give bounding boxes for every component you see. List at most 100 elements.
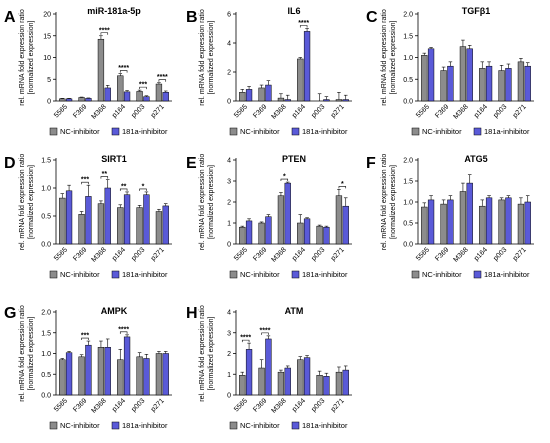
bar-nc-inhibitor	[517, 203, 525, 245]
y-tick-label: 0	[227, 99, 231, 106]
x-tick-label: p003	[310, 397, 326, 413]
x-tick-label: F369	[434, 246, 450, 262]
bar-nc-inhibitor	[459, 191, 467, 245]
y-axis-label: rel. mRNA fold expression ratio	[19, 305, 26, 402]
y-tick-label: 1.5	[41, 330, 51, 337]
y-tick-label: 0.5	[41, 372, 51, 379]
significance-bracket	[338, 186, 347, 189]
panel-e: E PTEN rel. mRNA fold expression ratio [nor…	[186, 154, 352, 279]
legend-swatch-181a	[291, 421, 300, 430]
bar-nc-inhibitor	[239, 226, 246, 245]
significance-label: ***	[139, 82, 147, 89]
legend-swatch-181a	[111, 421, 120, 430]
x-tick-label: 5565	[53, 397, 69, 413]
bar-nc-inhibitor	[136, 207, 143, 245]
bar-181a-inhibitor	[323, 99, 330, 102]
bar-nc-inhibitor	[297, 58, 304, 102]
bar-181a-inhibitor	[505, 68, 512, 102]
significance-label: ****	[118, 326, 129, 333]
bar-181a-inhibitor	[65, 352, 73, 396]
x-tick-label: 5565	[53, 246, 69, 262]
legend-swatch-181a	[291, 127, 300, 136]
bar-181a-inhibitor	[265, 338, 272, 396]
significance-label: ****	[99, 27, 110, 34]
y-tick-label: 1	[227, 372, 231, 379]
y-tick-label: 1	[227, 221, 231, 228]
bar-181a-inhibitor	[85, 344, 92, 396]
x-tick-label: 5565	[233, 246, 249, 262]
y-axis-label-units: [normalized expression]	[208, 316, 215, 390]
bar-181a-inhibitor	[245, 89, 253, 102]
chart-title: ATG5	[464, 154, 487, 164]
x-tick-label: p003	[310, 246, 326, 262]
bar-181a-inhibitor	[104, 187, 111, 245]
bar-nc-inhibitor	[479, 205, 486, 245]
y-tick-label: 1.0	[41, 186, 51, 193]
legend-label-nc: NC-inhibitor	[60, 270, 100, 279]
legend-swatch-nc	[229, 270, 238, 279]
x-tick-label: M368	[270, 397, 287, 414]
bar-181a-inhibitor	[466, 48, 473, 102]
x-tick-label: p271	[330, 246, 346, 262]
y-tick-label: 0	[227, 242, 231, 249]
y-tick-label: 1.5	[41, 158, 51, 165]
bar-nc-inhibitor	[277, 97, 285, 102]
bar-181a-inhibitor	[427, 199, 435, 245]
significance-bracket	[81, 337, 89, 341]
bar-nc-inhibitor	[78, 356, 85, 396]
bar-nc-inhibitor	[440, 203, 447, 245]
bar-181a-inhibitor	[342, 205, 349, 245]
chart-title: PTEN	[282, 154, 306, 164]
legend-label-181a: 181a-inhibitor	[484, 270, 530, 279]
bar-nc-inhibitor	[421, 55, 428, 102]
bar-181a-inhibitor	[123, 336, 131, 396]
bar-181a-inhibitor	[485, 65, 493, 102]
bar-nc-inhibitor	[136, 91, 143, 102]
x-tick-label: p271	[330, 103, 346, 119]
bar-nc-inhibitor	[136, 356, 143, 396]
x-tick-label: M368	[90, 103, 107, 120]
legend-label-181a: 181a-inhibitor	[484, 127, 530, 136]
x-tick-label: p164	[291, 103, 307, 119]
bar-nc-inhibitor	[277, 371, 285, 396]
bar-nc-inhibitor	[239, 375, 246, 396]
bar-181a-inhibitor	[342, 369, 349, 396]
bar-nc-inhibitor	[155, 211, 163, 245]
bar-181a-inhibitor	[265, 216, 272, 245]
y-axis-label: rel. mRNA fold expression ratio	[381, 9, 388, 106]
legend-swatch-nc	[411, 270, 420, 279]
bar-181a-inhibitor	[123, 194, 131, 245]
bar-nc-inhibitor	[335, 195, 343, 245]
bar-181a-inhibitor	[303, 218, 311, 245]
x-tick-label: M368	[452, 246, 469, 263]
significance-bracket	[119, 70, 128, 73]
x-tick-label: F369	[252, 103, 268, 119]
x-tick-label: F369	[434, 103, 450, 119]
legend-swatch-nc	[229, 421, 238, 430]
significance-label: *	[341, 181, 344, 188]
bar-nc-inhibitor	[316, 375, 323, 396]
bar-181a-inhibitor	[303, 357, 311, 396]
legend-label-nc: NC-inhibitor	[60, 421, 100, 430]
bar-nc-inhibitor	[277, 195, 285, 245]
bar-nc-inhibitor	[258, 222, 265, 245]
y-tick-label: 2.0	[403, 158, 413, 165]
x-tick-label: p271	[150, 103, 166, 119]
panel-h: H ATM rel. mRNA fold expression ratio [norm…	[186, 305, 352, 430]
bar-nc-inhibitor	[78, 214, 85, 245]
y-tick-label: 6	[227, 12, 231, 19]
legend-swatch-nc	[49, 127, 58, 136]
chart-title: SIRT1	[101, 154, 127, 164]
legend-swatch-nc	[49, 270, 58, 279]
y-tick-label: 15	[43, 33, 51, 40]
y-tick-label: 0.5	[403, 77, 413, 84]
bar-nc-inhibitor	[335, 371, 343, 396]
y-tick-label: 0.0	[403, 242, 413, 249]
y-axis-label-units: [normalized expression]	[28, 316, 35, 390]
significance-bracket	[280, 178, 289, 182]
bar-nc-inhibitor	[297, 222, 304, 245]
significance-label: ****	[157, 74, 168, 81]
y-axis-label: rel. mRNA fold expression ratio	[19, 154, 26, 251]
bar-nc-inhibitor	[155, 83, 163, 102]
significance-label: *	[283, 174, 286, 181]
